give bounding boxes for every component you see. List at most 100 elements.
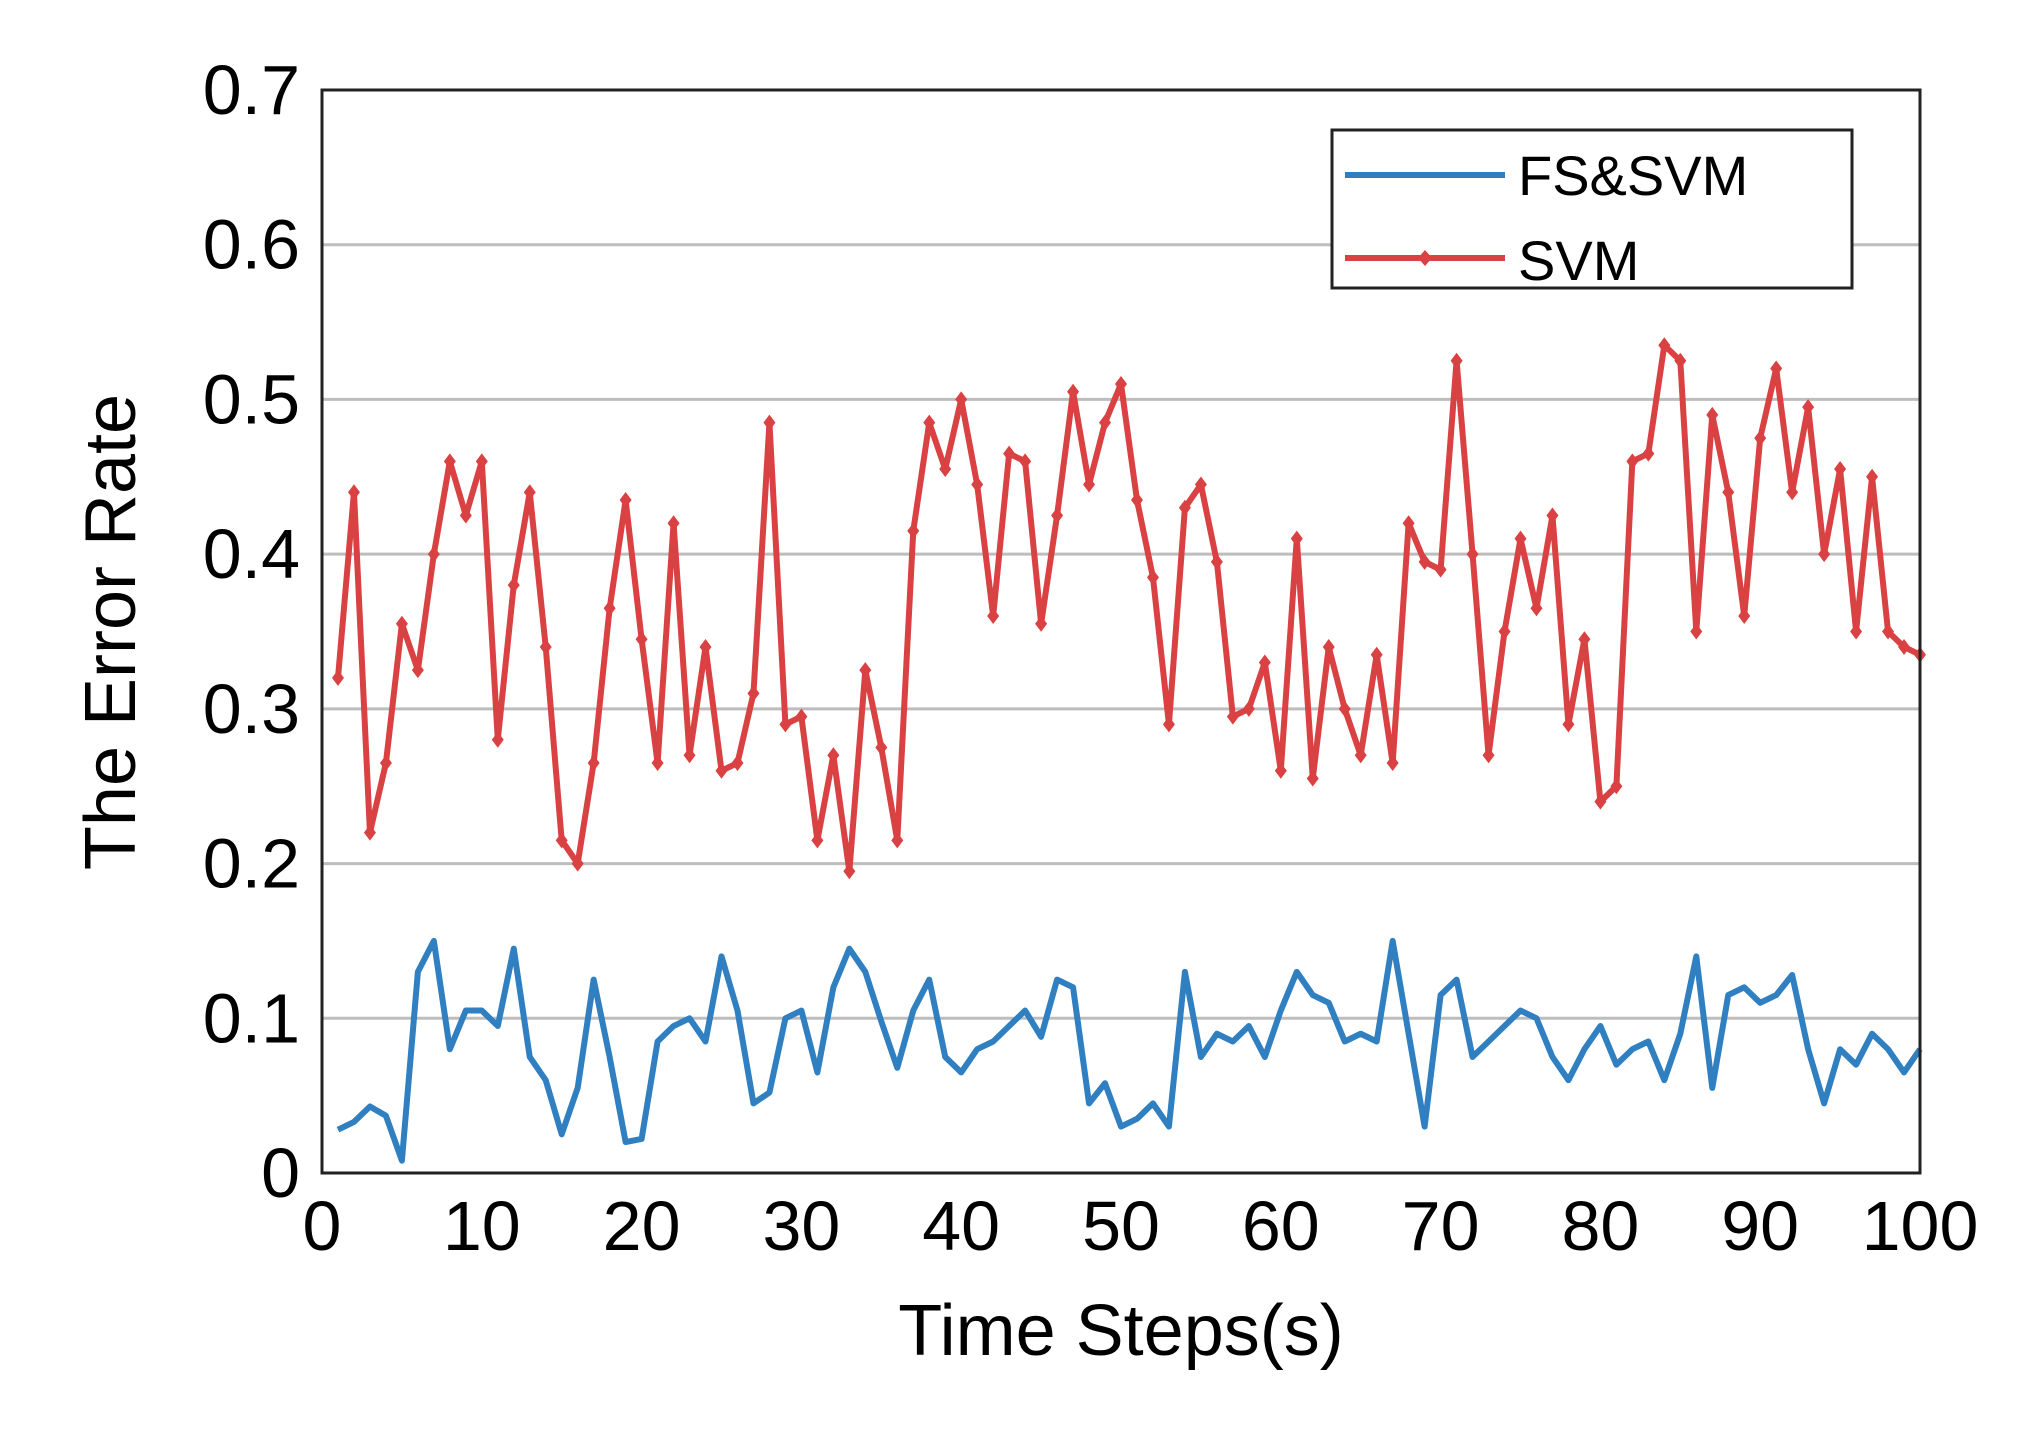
plot-area-frame [320,88,1922,1175]
data-point-svm [1722,484,1735,501]
data-point-svm [1546,507,1559,524]
data-point-svm [1258,654,1271,671]
data-point-svm [1386,755,1399,772]
data-point-svm [1099,414,1112,431]
data-point-svm [1210,553,1223,570]
series-lines [331,337,1926,1164]
data-point-svm [1003,445,1016,462]
data-point-svm [875,739,888,756]
data-point-svm [1850,623,1863,640]
y-tick-label: 0 [261,1134,300,1212]
data-point-svm [1482,747,1495,764]
x-tick-label: 30 [762,1187,840,1265]
data-point-svm [907,522,920,539]
data-point-svm [699,638,712,655]
x-tick-label: 40 [922,1187,1000,1265]
data-point-svm [683,747,696,764]
data-point-svm [1770,360,1783,377]
data-point-svm [1530,600,1543,617]
data-point-svm [779,716,792,733]
y-axis-ticks: 0 0.1 0.2 0.3 0.4 0.5 0.6 0.7 [203,51,300,1212]
x-tick-label: 80 [1561,1187,1639,1265]
y-tick-label: 0.4 [203,515,300,593]
data-point-svm [1786,484,1799,501]
x-tick-label: 90 [1721,1187,1799,1265]
data-point-svm [555,832,568,849]
data-point-svm [1818,546,1831,563]
x-axis-title: Time Steps(s) [898,1291,1343,1371]
data-point-svm [955,391,968,408]
x-tick-label: 70 [1402,1187,1480,1265]
data-point-svm [523,484,536,501]
data-point-svm [843,863,856,880]
data-point-svm [363,824,376,841]
data-point-svm [795,708,808,725]
series-line-fs-svm [336,937,1923,1164]
data-point-svm [443,453,456,470]
data-point-svm [1834,461,1847,478]
data-point-svm [1514,530,1527,547]
data-point-svm [731,755,744,772]
data-point-svm [1674,352,1687,369]
y-tick-label: 0.7 [203,51,300,129]
data-point-svm [763,414,776,431]
series-line-svm [334,342,1922,875]
y-tick-label: 0.6 [203,206,300,284]
data-point-svm [1418,553,1431,570]
data-point-svm [491,731,504,748]
data-point-svm [1898,638,1911,655]
data-point-svm [939,461,952,478]
data-point-svm [827,747,840,764]
data-point-svm [1178,499,1191,516]
y-axis-title: The Error Rate [71,394,151,870]
data-point-svm [411,662,424,679]
data-point-svm [1562,716,1575,733]
data-point-svm [1322,638,1335,655]
x-tick-label: 60 [1242,1187,1320,1265]
data-point-svm [811,832,824,849]
y-tick-label: 0.1 [203,979,300,1057]
data-point-svm [971,476,984,493]
data-point-svm [859,662,872,679]
legend-box [1330,128,1854,290]
data-point-svm [1466,546,1479,563]
data-point-svm [1019,453,1032,470]
legend: FS&SVM SVM [1330,128,1854,292]
data-point-svm [1146,569,1159,586]
data-point-svm [987,608,1000,625]
y-tick-label: 0.2 [203,825,300,903]
data-point-svm [1274,762,1287,779]
data-point-svm [1802,399,1815,416]
data-point-svm [1290,530,1303,547]
data-point-svm [1115,375,1127,392]
x-tick-label: 10 [443,1187,521,1265]
data-point-svm [1067,383,1080,400]
data-point-svm [1690,623,1703,640]
data-point-svm [603,600,616,617]
data-point-svm [1338,700,1351,717]
data-point-svm [347,484,360,501]
data-point-svm [1242,700,1255,717]
data-point-svm [715,762,728,779]
data-point-svm [1434,561,1447,578]
data-point-svm [747,685,760,702]
legend-label-svm: SVM [1518,229,1639,292]
data-point-svm [1498,623,1511,640]
legend-marker-svm [1418,250,1432,266]
data-point-svm [1162,716,1175,733]
data-point-svm [507,577,520,594]
data-point-svm [1754,430,1767,447]
data-point-svm [923,414,936,431]
data-point-svm [1450,352,1463,369]
data-point-svm [395,615,408,632]
data-point-svm [1658,337,1671,354]
legend-label-fs-svm: FS&SVM [1518,144,1748,207]
y-tick-label: 0.3 [203,670,300,748]
x-tick-label: 20 [603,1187,681,1265]
data-point-svm [1738,608,1751,625]
data-point-svm [587,755,600,772]
data-point-svm [1402,515,1415,532]
data-point-svm [1306,770,1319,787]
data-point-svm [379,755,392,772]
